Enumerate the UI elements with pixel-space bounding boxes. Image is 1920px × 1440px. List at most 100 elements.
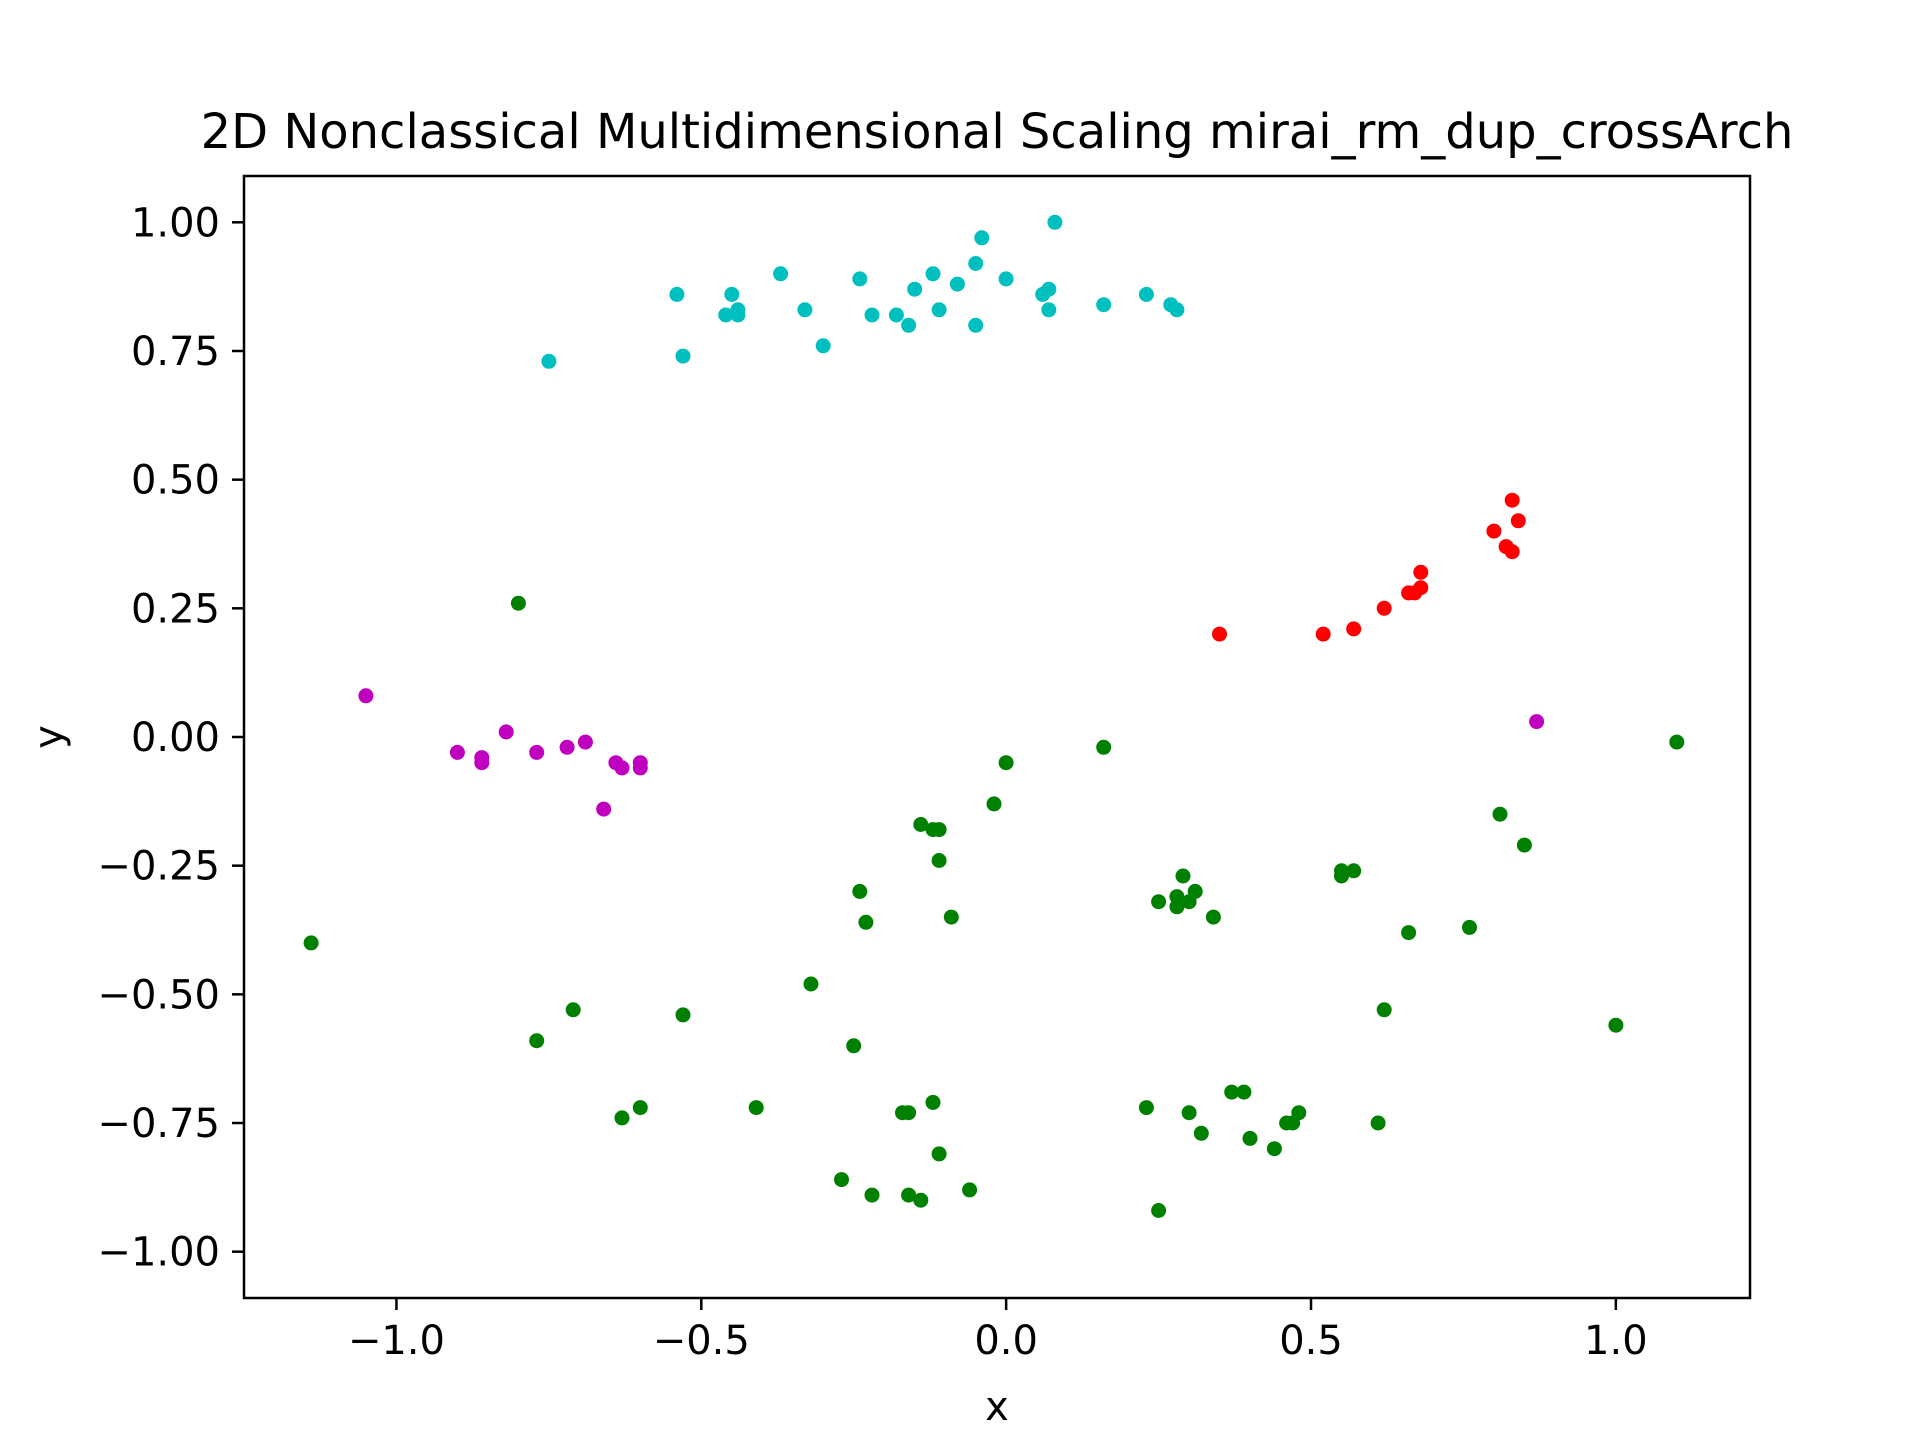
data-point xyxy=(998,271,1014,287)
data-point xyxy=(1401,925,1417,941)
y-axis-label: y xyxy=(26,725,72,749)
data-point xyxy=(864,1187,880,1203)
data-point xyxy=(730,307,746,323)
data-point xyxy=(968,256,984,271)
data-point xyxy=(669,286,685,302)
data-point xyxy=(858,914,874,930)
data-point xyxy=(1413,580,1429,596)
data-point xyxy=(1376,600,1392,616)
data-point xyxy=(1516,837,1532,853)
data-point xyxy=(1608,1017,1624,1033)
x-axis-label: x xyxy=(985,1384,1009,1430)
data-point xyxy=(358,688,374,704)
data-point xyxy=(1181,1105,1197,1121)
x-tick-label: −0.5 xyxy=(653,1318,750,1364)
data-point xyxy=(1486,523,1502,539)
data-point xyxy=(846,1038,862,1054)
data-point xyxy=(1370,1115,1386,1131)
data-point xyxy=(1193,1125,1209,1141)
data-point xyxy=(1492,806,1508,822)
data-point xyxy=(1266,1141,1282,1157)
data-point xyxy=(1212,626,1227,642)
data-point xyxy=(907,281,923,297)
data-point xyxy=(864,307,880,323)
y-tick-label: 0.50 xyxy=(131,458,220,504)
data-point xyxy=(834,1172,849,1188)
x-tick-label: −1.0 xyxy=(348,1318,445,1364)
data-point xyxy=(931,853,947,868)
data-point xyxy=(1151,1203,1167,1218)
data-point xyxy=(449,744,465,760)
data-point xyxy=(1169,302,1185,318)
chart-title: 2D Nonclassical Multidimensional Scaling… xyxy=(201,104,1794,160)
data-point xyxy=(748,1100,764,1116)
data-point xyxy=(962,1182,978,1198)
data-point xyxy=(718,307,734,323)
data-point xyxy=(1315,626,1331,642)
data-point xyxy=(1041,281,1057,297)
data-point xyxy=(852,883,868,899)
ticks-layer: −1.0 −0.5 0.0 0.5 1.0 1.00 0.75 0.50 0.25 0.00 −0.… xyxy=(97,200,1647,1364)
data-point xyxy=(986,796,1002,812)
data-point xyxy=(1462,919,1477,935)
data-point xyxy=(498,724,514,740)
x-tick-label: 0.5 xyxy=(1279,1318,1343,1364)
x-tick-label: 0.0 xyxy=(974,1318,1038,1364)
data-point xyxy=(1138,286,1154,302)
data-point xyxy=(1346,863,1362,879)
data-point xyxy=(852,271,868,287)
data-point xyxy=(931,302,947,318)
data-point xyxy=(1346,621,1362,637)
data-point xyxy=(943,909,959,925)
data-point xyxy=(1175,868,1191,884)
data-point xyxy=(998,755,1014,771)
data-point xyxy=(1504,544,1520,560)
data-point xyxy=(1529,714,1545,730)
data-point xyxy=(1151,894,1167,910)
data-point xyxy=(1291,1105,1307,1121)
data-point xyxy=(1242,1130,1258,1146)
data-point xyxy=(565,1002,581,1018)
x-tick-label: 1.0 xyxy=(1584,1318,1648,1364)
data-point xyxy=(803,976,819,992)
data-point xyxy=(577,734,593,750)
data-point xyxy=(724,286,740,302)
data-point xyxy=(1138,1100,1154,1116)
data-point xyxy=(1510,513,1526,529)
y-tick-label: −0.25 xyxy=(97,844,220,890)
data-point xyxy=(632,1100,648,1116)
data-point xyxy=(559,739,575,755)
data-point xyxy=(1504,492,1520,508)
data-point xyxy=(541,353,557,369)
data-point xyxy=(1669,734,1685,750)
y-tick-label: 0.00 xyxy=(131,715,220,761)
data-point xyxy=(474,755,490,771)
data-point xyxy=(614,1110,630,1126)
data-point xyxy=(1096,739,1112,755)
data-point xyxy=(1224,1084,1240,1100)
y-tick-label: 0.25 xyxy=(131,586,220,632)
data-point xyxy=(596,801,612,817)
data-point xyxy=(901,1187,917,1203)
data-point xyxy=(913,1192,929,1208)
data-point xyxy=(931,822,947,838)
data-point xyxy=(303,935,319,951)
data-point xyxy=(968,317,984,333)
y-tick-label: −0.75 xyxy=(97,1101,220,1147)
data-point xyxy=(1376,1002,1392,1018)
data-point xyxy=(529,744,545,760)
data-point xyxy=(1334,863,1349,879)
data-point xyxy=(614,760,630,776)
data-point xyxy=(632,760,648,776)
data-point xyxy=(1169,889,1185,905)
data-point xyxy=(931,1146,947,1162)
data-point xyxy=(510,595,526,611)
data-point xyxy=(925,1094,941,1110)
data-point xyxy=(888,307,904,323)
y-tick-label: 1.00 xyxy=(131,200,220,246)
points-layer xyxy=(303,214,1685,1218)
data-point xyxy=(901,1105,917,1121)
data-point xyxy=(1413,564,1429,580)
